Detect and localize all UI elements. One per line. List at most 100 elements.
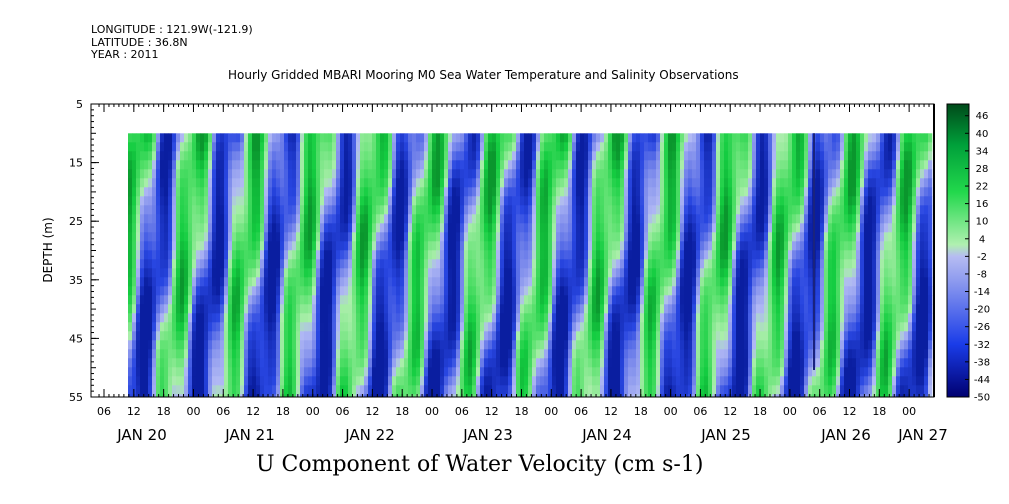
heatmap-cell [172,160,177,170]
heatmap-cell [240,133,245,143]
heatmap-cell [728,250,733,260]
heatmap-cell [232,340,237,350]
heatmap-cell [188,376,193,386]
heatmap-cell [288,187,293,197]
heatmap-cell [548,250,553,260]
heatmap-cell [688,331,693,341]
heatmap-cell [128,376,133,386]
heatmap-cell [552,196,557,206]
heatmap-cell [300,241,305,251]
heatmap-cell [468,367,473,377]
heatmap-cell [160,169,165,179]
heatmap-cell [128,394,133,398]
heatmap-cell [144,232,149,242]
heatmap-cell [756,187,761,197]
heatmap-cell [604,223,609,233]
heatmap-cell [220,160,225,170]
heatmap-cell [632,277,637,287]
heatmap-cell [436,169,441,179]
heatmap-cell [760,313,765,323]
heatmap-cell [700,394,705,398]
heatmap-cell [744,358,749,368]
heatmap-cell [232,367,237,377]
heatmap-cell [288,313,293,323]
heatmap-cell [604,241,609,251]
heatmap-cell [408,295,413,305]
heatmap-cell [388,214,393,224]
heatmap-cell [436,187,441,197]
heatmap-cell [428,205,433,215]
heatmap-cell [128,196,133,206]
heatmap-cell [676,268,681,278]
heatmap-cell [612,385,617,395]
heatmap-cell [720,385,725,395]
heatmap-cell [600,151,605,161]
heatmap-cell [420,196,425,206]
heatmap-cell [152,169,157,179]
heatmap-cell [764,160,769,170]
heatmap-cell [588,313,593,323]
heatmap-cell [224,259,229,269]
heatmap-cell [192,340,197,350]
heatmap-cell [632,169,637,179]
heatmap-cell [732,223,737,233]
heatmap-cell [508,205,513,215]
heatmap-cell [528,349,533,359]
heatmap-cell [400,196,405,206]
heatmap-cell [232,250,237,260]
heatmap-cell [200,160,205,170]
heatmap-cell [440,160,445,170]
heatmap-cell [780,205,785,215]
heatmap-cell [464,178,469,188]
heatmap-cell [624,178,629,188]
heatmap-cell [236,277,241,287]
heatmap-cell [648,250,653,260]
heatmap-cell [236,178,241,188]
heatmap-cell [268,223,273,233]
heatmap-cell [300,178,305,188]
heatmap-cell [712,241,717,251]
heatmap-cell [612,340,617,350]
heatmap-cell [576,160,581,170]
heatmap-cell [316,178,321,188]
heatmap-cell [172,340,177,350]
heatmap-cell [444,340,449,350]
heatmap-cell [484,277,489,287]
heatmap-cell [428,340,433,350]
heatmap-cell [504,187,509,197]
heatmap-cell [452,187,457,197]
heatmap-cell [612,304,617,314]
heatmap-cell [388,358,393,368]
heatmap-cell [356,187,361,197]
heatmap-cell [756,232,761,242]
heatmap-cell [276,241,281,251]
heatmap-cell [248,313,253,323]
heatmap-cell [152,232,157,242]
heatmap-cell [636,133,641,143]
heatmap-cell [512,187,517,197]
heatmap-cell [452,322,457,332]
heatmap-cell [264,142,269,152]
heatmap-cell [732,385,737,395]
heatmap-cell [300,187,305,197]
heatmap-cell [476,214,481,224]
heatmap-cell [668,160,673,170]
heatmap-cell [324,250,329,260]
heatmap-cell [688,250,693,260]
heatmap-cell [752,277,757,287]
heatmap-cell [532,268,537,278]
heatmap-cell [456,205,461,215]
heatmap-cell [620,304,625,314]
heatmap-cell [256,196,261,206]
heatmap-cell [432,151,437,161]
heatmap-cell [324,376,329,386]
heatmap-cell [276,268,281,278]
heatmap-cell [516,178,521,188]
heatmap-cell [728,349,733,359]
heatmap-cell [504,340,509,350]
heatmap-cell [656,322,661,332]
heatmap-cell [476,385,481,395]
heatmap-cell [744,151,749,161]
heatmap-cell [300,196,305,206]
heatmap-cell [212,349,217,359]
